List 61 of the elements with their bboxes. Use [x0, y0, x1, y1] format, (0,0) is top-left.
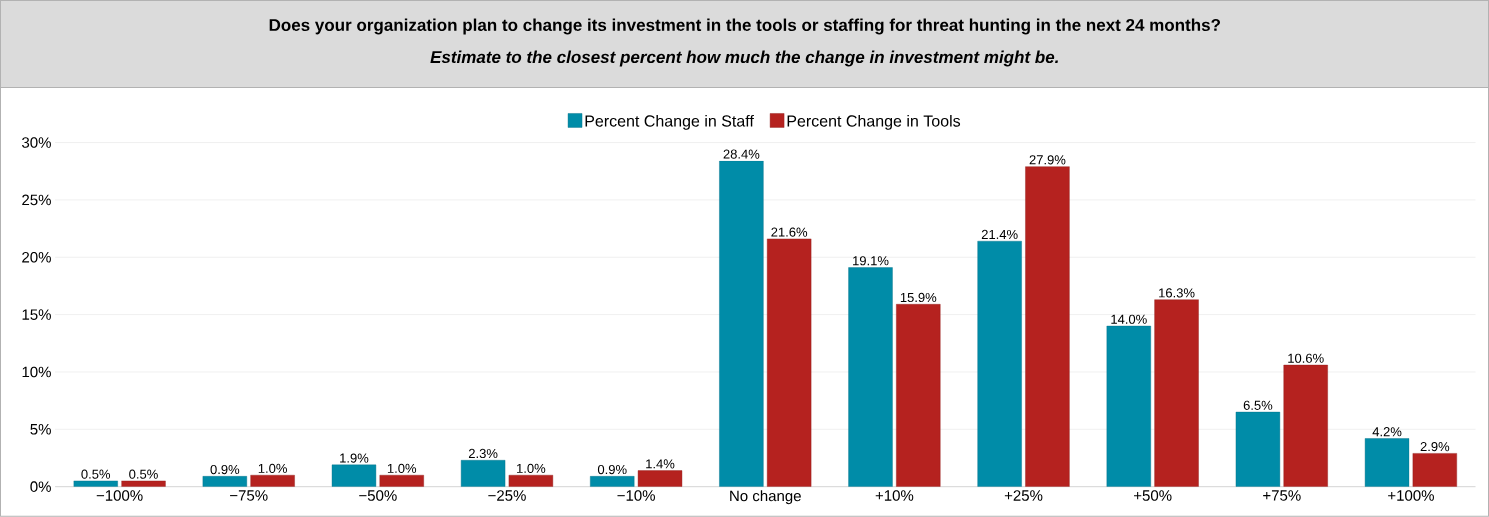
x-tick-label: −50%	[359, 490, 397, 501]
bar	[896, 304, 941, 487]
x-tick-label: −75%	[230, 490, 268, 501]
x-tick-label: +10%	[875, 490, 914, 501]
bar	[1364, 438, 1410, 487]
data-label: 0.9%	[597, 465, 627, 475]
x-tick-label: −25%	[488, 490, 526, 501]
bar	[1412, 453, 1457, 487]
bar	[1106, 326, 1151, 487]
data-label: 19.1%	[853, 256, 889, 266]
bar	[1025, 166, 1070, 487]
chart-title: Does your organization plan to change its investment in the tools or staffing for threat hunting in the next 24 months?	[269, 18, 1220, 35]
legend-label: Percent Change in Tools	[787, 115, 961, 130]
bar	[977, 241, 1022, 487]
chart-subtitle: Estimate to the closest percent how much the change in investment might be.	[430, 50, 1058, 67]
data-label: 1.4%	[646, 459, 675, 469]
bar	[460, 460, 506, 487]
y-tick-label: 5%	[30, 424, 51, 435]
x-tick-label: −100%	[96, 490, 143, 501]
data-label: 0.5%	[129, 469, 158, 479]
x-tick-label: +25%	[1004, 490, 1043, 501]
bar	[848, 267, 893, 487]
x-tick-label: No change	[730, 490, 801, 505]
data-label: 21.4%	[981, 229, 1018, 240]
data-label: 1.0%	[258, 463, 287, 474]
bar	[202, 476, 247, 487]
y-tick-label: 0%	[30, 481, 51, 493]
data-label: 6.5%	[1243, 400, 1273, 411]
bar	[1154, 299, 1199, 487]
data-label: 0.9%	[210, 465, 240, 475]
y-tick-label: 25%	[22, 194, 51, 206]
bar	[73, 480, 118, 487]
data-label: 16.3%	[1159, 288, 1195, 298]
x-tick-label: +100%	[1388, 490, 1434, 501]
data-label: 28.4%	[723, 149, 760, 159]
data-label: 10.6%	[1288, 353, 1324, 364]
bar	[719, 160, 764, 487]
bar	[1235, 412, 1281, 487]
y-tick-label: 20%	[22, 252, 51, 263]
x-tick-label: −10%	[617, 490, 655, 501]
data-label: 4.2%	[1372, 427, 1402, 437]
data-label: 14.0%	[1111, 314, 1147, 325]
data-label: 2.3%	[468, 449, 498, 459]
x-tick-label: +50%	[1134, 490, 1172, 501]
data-label: 1.0%	[387, 463, 417, 474]
data-label: 2.9%	[1420, 442, 1450, 452]
bar	[590, 476, 635, 487]
y-tick-label: 30%	[22, 137, 51, 149]
data-label: 15.9%	[900, 293, 937, 303]
y-tick-label: 15%	[22, 309, 51, 321]
bar	[331, 464, 377, 487]
y-tick-label: 10%	[22, 366, 51, 378]
data-label: 1.0%	[517, 463, 546, 474]
bar	[1283, 365, 1328, 487]
data-label: 27.9%	[1029, 155, 1066, 165]
data-label: 1.9%	[340, 453, 369, 463]
x-tick-label: +75%	[1263, 490, 1301, 501]
data-label: 21.6%	[771, 227, 808, 237]
data-label: 0.5%	[81, 469, 111, 479]
bar	[767, 238, 812, 487]
legend-label: Percent Change in Staff	[585, 115, 754, 130]
